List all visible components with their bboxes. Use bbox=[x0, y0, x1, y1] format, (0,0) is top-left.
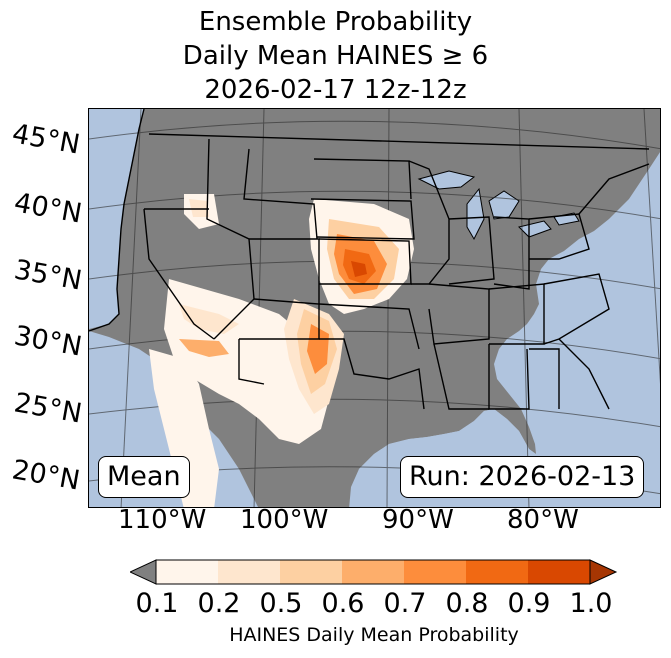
title-line-2: Daily Mean HAINES ≥ 6 bbox=[182, 41, 489, 71]
colorbar-tick-0.5: 0.5 bbox=[259, 588, 303, 619]
lat-label-25: 25°N bbox=[11, 387, 85, 430]
lat-label-20: 20°N bbox=[9, 454, 83, 497]
lat-label-45: 45°N bbox=[9, 118, 83, 161]
title-line-3: 2026-02-17 12z-12z bbox=[204, 75, 467, 105]
lat-label-35: 35°N bbox=[11, 254, 85, 297]
map-panel bbox=[88, 108, 661, 508]
colorbar-bin-2 bbox=[218, 560, 280, 584]
lon-label-80: 80°W bbox=[507, 505, 579, 535]
borders bbox=[89, 109, 650, 410]
lat-label-30: 30°N bbox=[11, 320, 85, 363]
lon-label-100: 100°W bbox=[240, 505, 329, 535]
colorbar-tick-0.8: 0.8 bbox=[445, 588, 489, 619]
colorbar-tick-1.0: 1.0 bbox=[569, 588, 613, 619]
colorbar bbox=[130, 559, 618, 585]
colorbar-tick-0.1: 0.1 bbox=[135, 588, 179, 619]
colorbar-label: HAINES Daily Mean Probability bbox=[229, 624, 519, 646]
colorbar-bin-4 bbox=[342, 560, 404, 584]
colorbar-bin-3 bbox=[280, 560, 342, 584]
colorbar-bin-5 bbox=[404, 560, 466, 584]
colorbar-bin-7 bbox=[528, 560, 590, 584]
title-line-1: Ensemble Probability bbox=[198, 7, 473, 37]
colorbar-tick-0.2: 0.2 bbox=[197, 588, 241, 619]
colorbar-over-arrow bbox=[589, 559, 618, 585]
run-date-box: Run: 2026-02-13 bbox=[400, 456, 645, 498]
map-svg bbox=[89, 109, 660, 507]
colorbar-bin-6 bbox=[466, 560, 528, 584]
lat-label-40: 40°N bbox=[11, 187, 85, 230]
land-mass bbox=[89, 109, 660, 507]
lon-label-90: 90°W bbox=[382, 505, 454, 535]
lon-label-110: 110°W bbox=[118, 505, 207, 535]
colorbar-tick-0.7: 0.7 bbox=[383, 588, 427, 619]
pacific-ocean bbox=[89, 109, 144, 329]
colorbar-tick-0.6: 0.6 bbox=[321, 588, 365, 619]
colorbar-tick-0.9: 0.9 bbox=[507, 588, 551, 619]
great-lakes bbox=[417, 170, 580, 241]
colorbar-bin-1 bbox=[156, 560, 218, 584]
colorbar-under-arrow bbox=[130, 559, 157, 585]
mean-label-box: Mean bbox=[98, 456, 190, 498]
probability-field bbox=[149, 194, 414, 507]
